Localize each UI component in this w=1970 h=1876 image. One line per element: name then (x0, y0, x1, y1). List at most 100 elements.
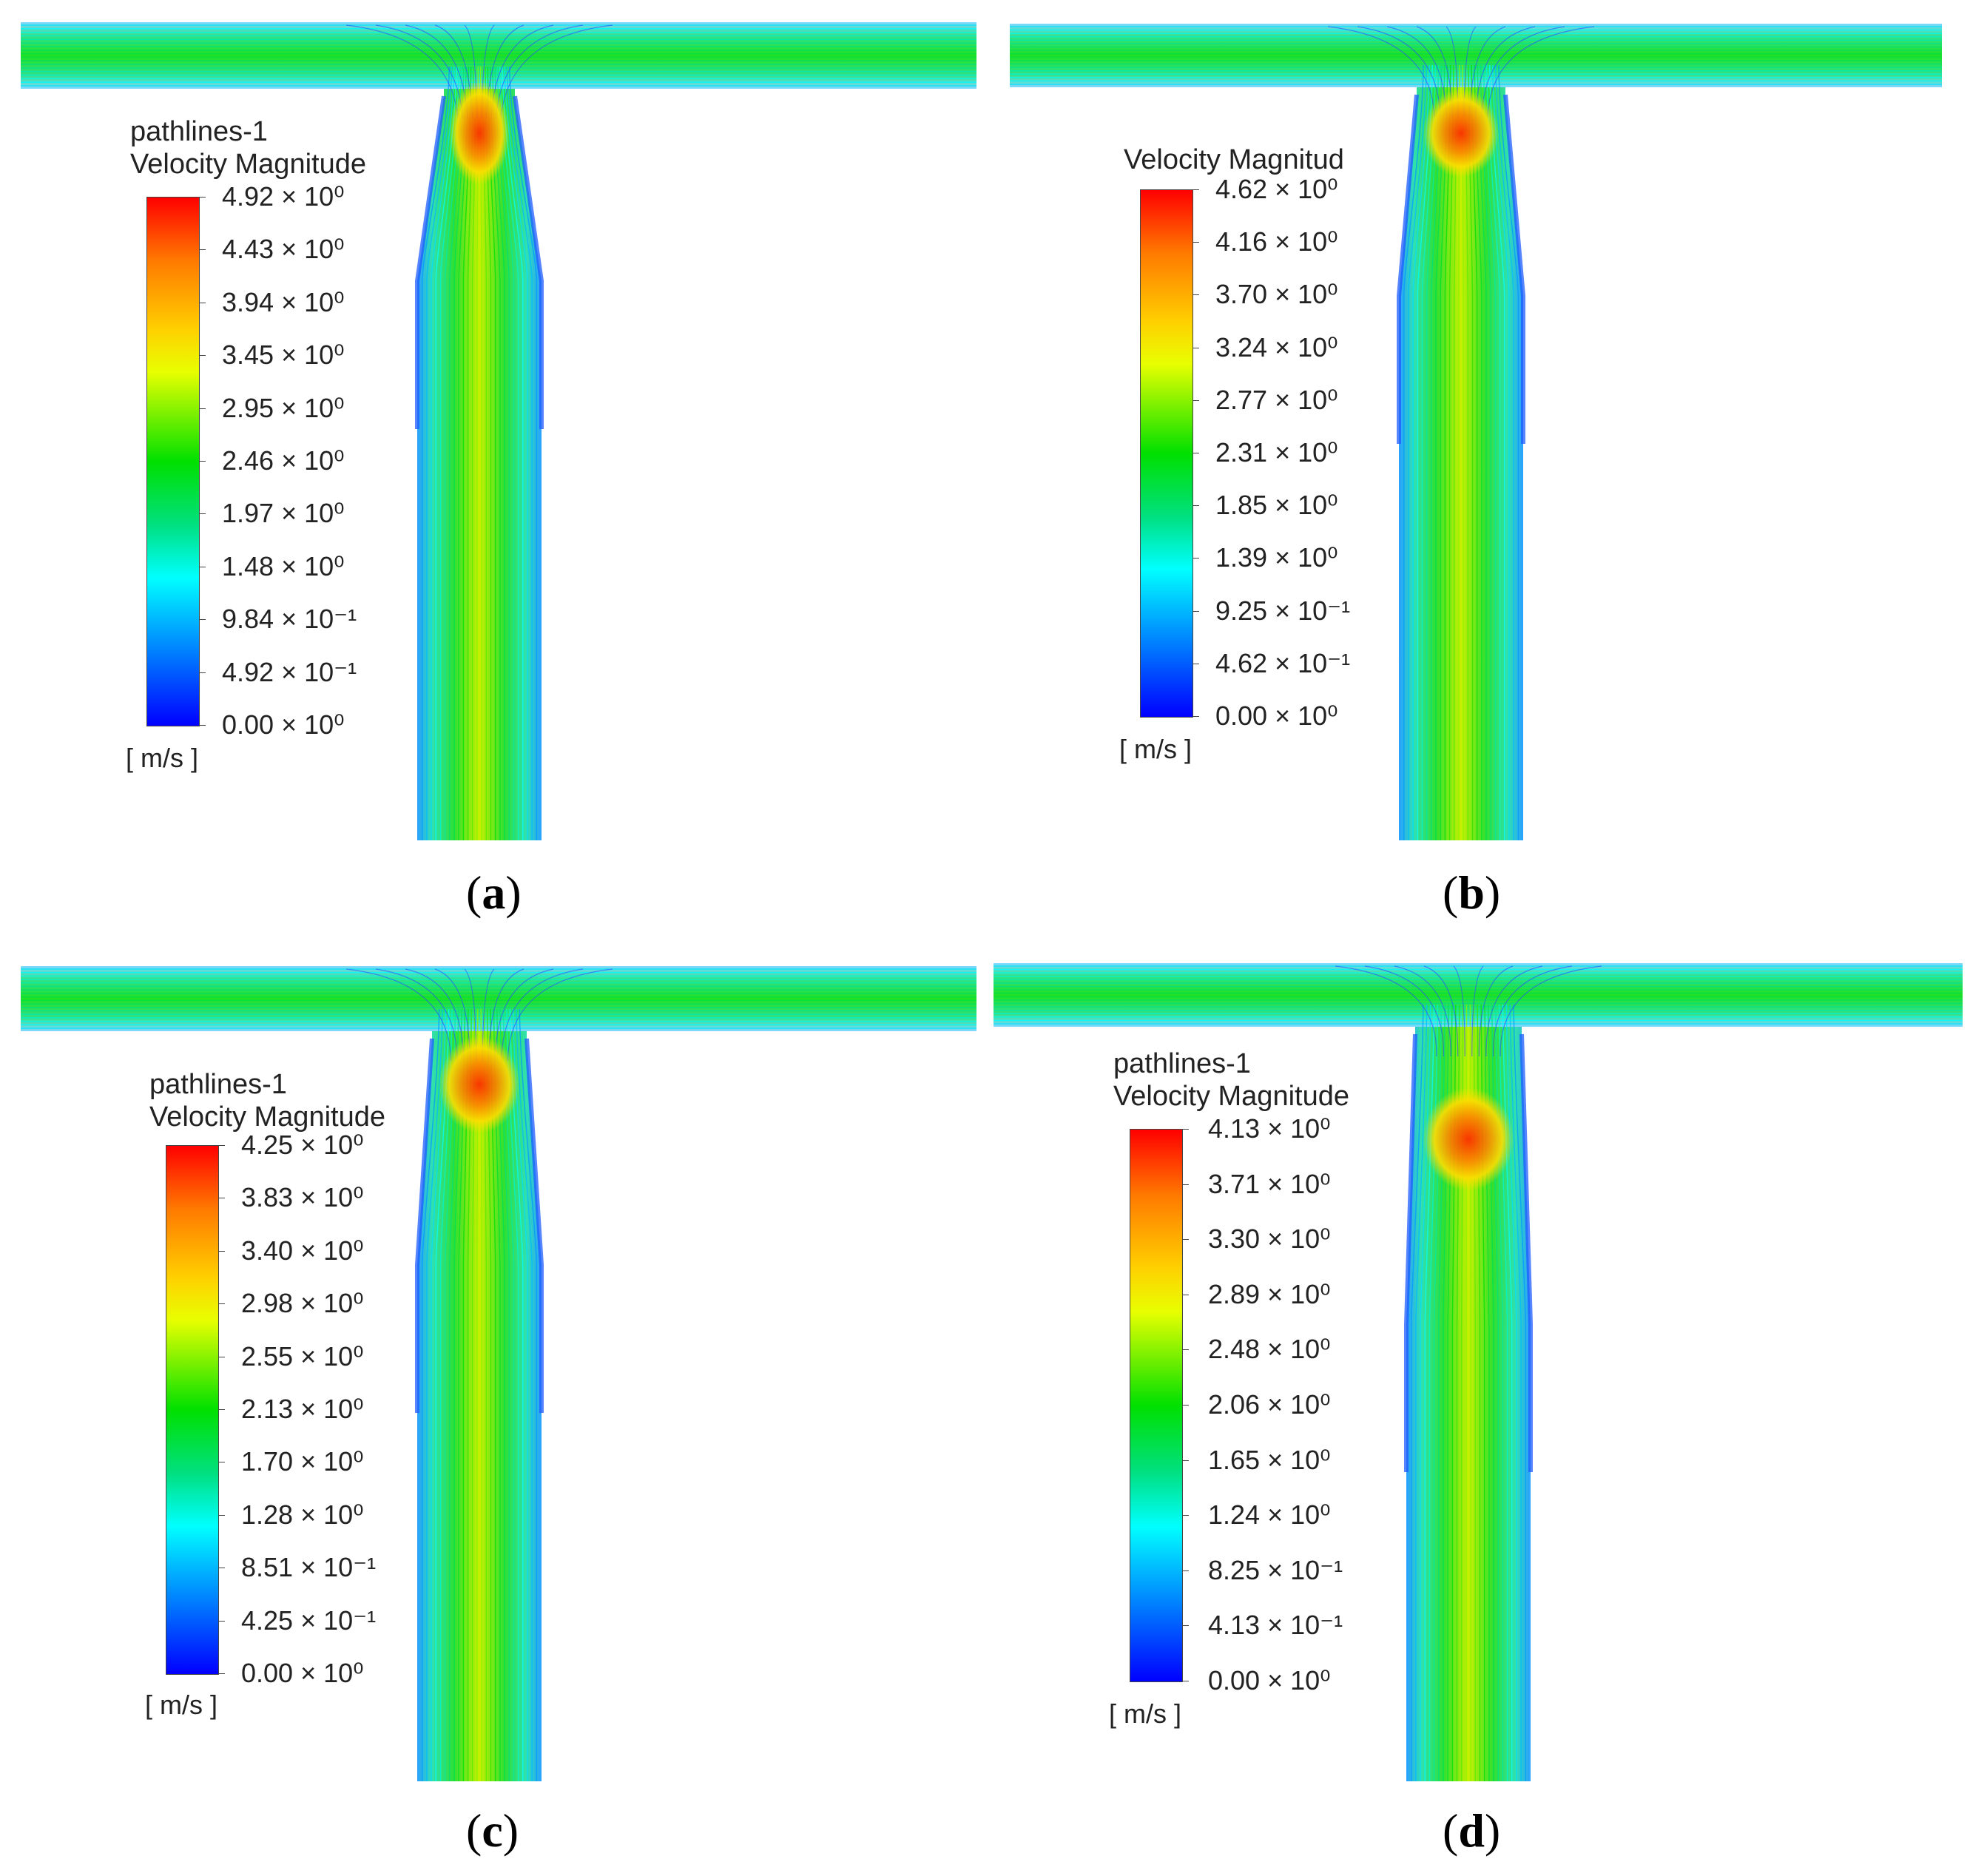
colorbar-tick (1193, 399, 1199, 401)
colorbar-label: 2.95 × 10⁰ (222, 392, 345, 423)
colorbar-tick (1183, 1129, 1189, 1130)
colorbar-label: 3.94 × 10⁰ (222, 286, 345, 317)
colorbar-label: 4.13 × 10⁰ (1208, 1113, 1331, 1144)
legend-unit: [ m/s ] (1119, 734, 1192, 764)
colorbar-tick (200, 408, 206, 409)
colorbar-tick (1193, 610, 1199, 612)
panel-c: pathlines-1 Velocity Magnitude 4.25 × 10… (0, 939, 985, 1876)
colorbar-tick (219, 1620, 225, 1622)
colorbar-tick (200, 672, 206, 673)
colorbar-label: 1.65 × 10⁰ (1208, 1444, 1331, 1475)
colorbar-label: 2.89 × 10⁰ (1208, 1278, 1331, 1309)
colorbar-tick (1183, 1239, 1189, 1241)
colorbar-label: 1.85 × 10⁰ (1215, 490, 1338, 521)
colorbar-label: 2.98 × 10⁰ (241, 1288, 364, 1319)
pathline-flow-c (21, 966, 976, 1781)
colorbar-label: 3.30 × 10⁰ (1208, 1224, 1331, 1255)
colorbar (1130, 1129, 1183, 1682)
panel-a: pathlines-1 Velocity Magnitude 4.92 × 10… (0, 0, 985, 938)
colorbar-tick (1183, 1405, 1189, 1406)
colorbar-label: 0.00 × 10⁰ (1215, 701, 1338, 731)
caption-c: (c) (466, 1804, 519, 1857)
colorbar-tick (219, 1673, 225, 1674)
colorbar-tick (219, 1303, 225, 1305)
colorbar-tick (200, 461, 206, 462)
colorbar-tick (1183, 1570, 1189, 1571)
colorbar-tick (1193, 716, 1199, 717)
colorbar-tick (1193, 294, 1199, 296)
colorbar-label: 3.24 × 10⁰ (1215, 331, 1338, 362)
colorbar-label: 4.62 × 10⁻¹ (1215, 647, 1351, 678)
colorbar-label: 2.46 × 10⁰ (222, 445, 345, 476)
panel-d: pathlines-1 Velocity Magnitude 4.13 × 10… (988, 939, 1970, 1876)
colorbar-label: 2.06 × 10⁰ (1208, 1389, 1331, 1420)
colorbar-tick (200, 249, 206, 251)
colorbar (1140, 189, 1193, 718)
colorbar-label: 2.48 × 10⁰ (1208, 1334, 1331, 1365)
colorbar-label: 0.00 × 10⁰ (1208, 1665, 1331, 1696)
colorbar-tick (200, 619, 206, 621)
colorbar-label: 8.25 × 10⁻¹ (1208, 1554, 1343, 1585)
colorbar-tick (1193, 505, 1199, 507)
legend-title-line: Velocity Magnitude (130, 149, 366, 180)
colorbar-label: 0.00 × 10⁰ (222, 709, 345, 740)
colorbar-tick (200, 197, 206, 198)
pathline-flow-d (994, 963, 1963, 1781)
colorbar-label: 0.00 × 10⁰ (241, 1658, 364, 1688)
colorbar-label: 2.55 × 10⁰ (241, 1340, 364, 1371)
colorbar-tick (1193, 558, 1199, 559)
colorbar-label: 3.45 × 10⁰ (222, 340, 345, 371)
legend-a: pathlines-1 Velocity Magnitude 4.92 × 10… (126, 115, 366, 773)
colorbar-label: 3.40 × 10⁰ (241, 1235, 364, 1266)
colorbar-label: 4.92 × 10⁻¹ (222, 656, 357, 687)
colorbar-label: 8.51 × 10⁻¹ (241, 1552, 377, 1583)
colorbar-tick (1193, 242, 1199, 243)
legend-unit: [ m/s ] (145, 1690, 217, 1720)
colorbar-tick (219, 1250, 225, 1252)
colorbar-tick (219, 1409, 225, 1410)
caption-d: (d) (1443, 1804, 1501, 1857)
legend-title-line: Velocity Magnitude (1113, 1081, 1349, 1112)
caption-a: (a) (466, 866, 522, 919)
colorbar-tick (1183, 1184, 1189, 1185)
legend-title-line: pathlines-1 (149, 1069, 287, 1100)
colorbar-label: 9.84 × 10⁻¹ (222, 604, 357, 635)
colorbar-tick (200, 355, 206, 357)
colorbar-label: 2.77 × 10⁰ (1215, 384, 1338, 415)
colorbar-tick (200, 725, 206, 726)
colorbar-label: 3.83 × 10⁰ (241, 1182, 364, 1213)
colorbar-tick (1183, 1349, 1189, 1351)
colorbar-label: 1.39 × 10⁰ (1215, 542, 1338, 573)
legend-title-line: Velocity Magnitude (149, 1101, 385, 1133)
colorbar-label: 4.25 × 10⁻¹ (241, 1605, 377, 1636)
colorbar-tick (1183, 1460, 1189, 1461)
pathline-flow-b (1010, 24, 1942, 840)
colorbar (166, 1145, 219, 1675)
colorbar-label: 4.16 × 10⁰ (1215, 226, 1338, 257)
legend-title-line: pathlines-1 (130, 116, 268, 147)
colorbar-label: 1.97 × 10⁰ (222, 498, 345, 529)
legend-unit: [ m/s ] (126, 743, 198, 773)
pathline-flow-a (21, 22, 976, 840)
colorbar-tick (1183, 1625, 1189, 1627)
colorbar-label: 4.43 × 10⁰ (222, 234, 345, 265)
legend-c: pathlines-1 Velocity Magnitude 4.25 × 10… (145, 1068, 385, 1720)
colorbar-label: 1.70 × 10⁰ (241, 1446, 364, 1477)
legend-d: pathlines-1 Velocity Magnitude 4.13 × 10… (1109, 1047, 1349, 1729)
colorbar-label: 1.28 × 10⁰ (241, 1499, 364, 1530)
colorbar-label: 9.25 × 10⁻¹ (1215, 595, 1351, 626)
colorbar-tick (219, 1145, 225, 1146)
colorbar-label: 4.62 × 10⁰ (1215, 174, 1338, 204)
colorbar-tick (200, 513, 206, 515)
legend-b: Velocity Magnitud 4.62 × 10⁰ 4.16 × 10⁰ 3.… (1119, 144, 1350, 764)
panel-b: Velocity Magnitud 4.62 × 10⁰ 4.16 × 10⁰ 3.… (988, 0, 1970, 938)
colorbar-label: 3.70 × 10⁰ (1215, 279, 1338, 310)
legend-unit: [ m/s ] (1109, 1698, 1181, 1729)
colorbar-label: 4.13 × 10⁻¹ (1208, 1610, 1343, 1641)
colorbar-label: 4.92 × 10⁰ (222, 181, 345, 212)
caption-b: (b) (1443, 866, 1501, 919)
colorbar (146, 197, 200, 726)
colorbar-label: 2.13 × 10⁰ (241, 1394, 364, 1424)
colorbar-label: 4.25 × 10⁰ (241, 1130, 364, 1160)
colorbar-label: 2.31 × 10⁰ (1215, 437, 1338, 468)
